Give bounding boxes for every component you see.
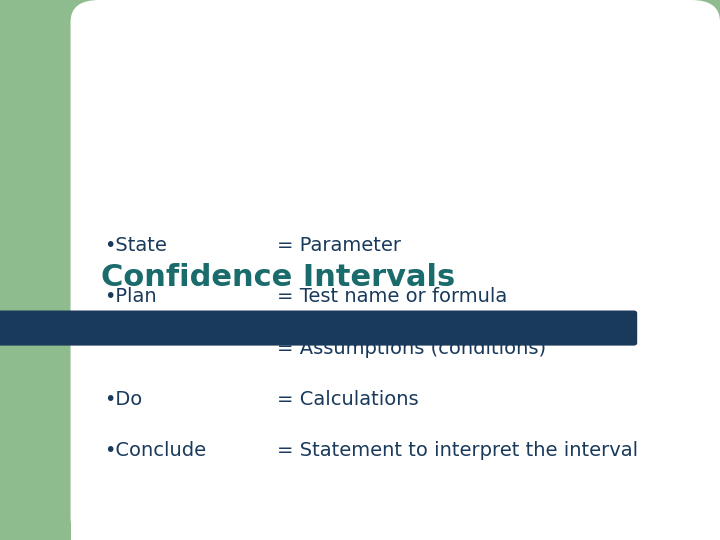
FancyBboxPatch shape: [0, 310, 637, 346]
Text: •State: •State: [104, 236, 167, 255]
Text: •Conclude: •Conclude: [104, 441, 207, 461]
Bar: [0, 162, 71, 540]
Text: = Parameter: = Parameter: [277, 236, 401, 255]
Bar: [71, 513, 720, 540]
Text: = Test name or formula: = Test name or formula: [277, 287, 508, 307]
Text: = Statement to interpret the interval: = Statement to interpret the interval: [277, 441, 639, 461]
Text: = Assumptions (conditions): = Assumptions (conditions): [277, 339, 546, 358]
FancyBboxPatch shape: [71, 0, 720, 540]
Text: •Do: •Do: [104, 390, 143, 409]
Text: •Plan: •Plan: [104, 287, 157, 307]
Text: = Calculations: = Calculations: [277, 390, 419, 409]
Text: Confidence Intervals: Confidence Intervals: [101, 262, 455, 292]
Bar: [0, 0, 71, 162]
